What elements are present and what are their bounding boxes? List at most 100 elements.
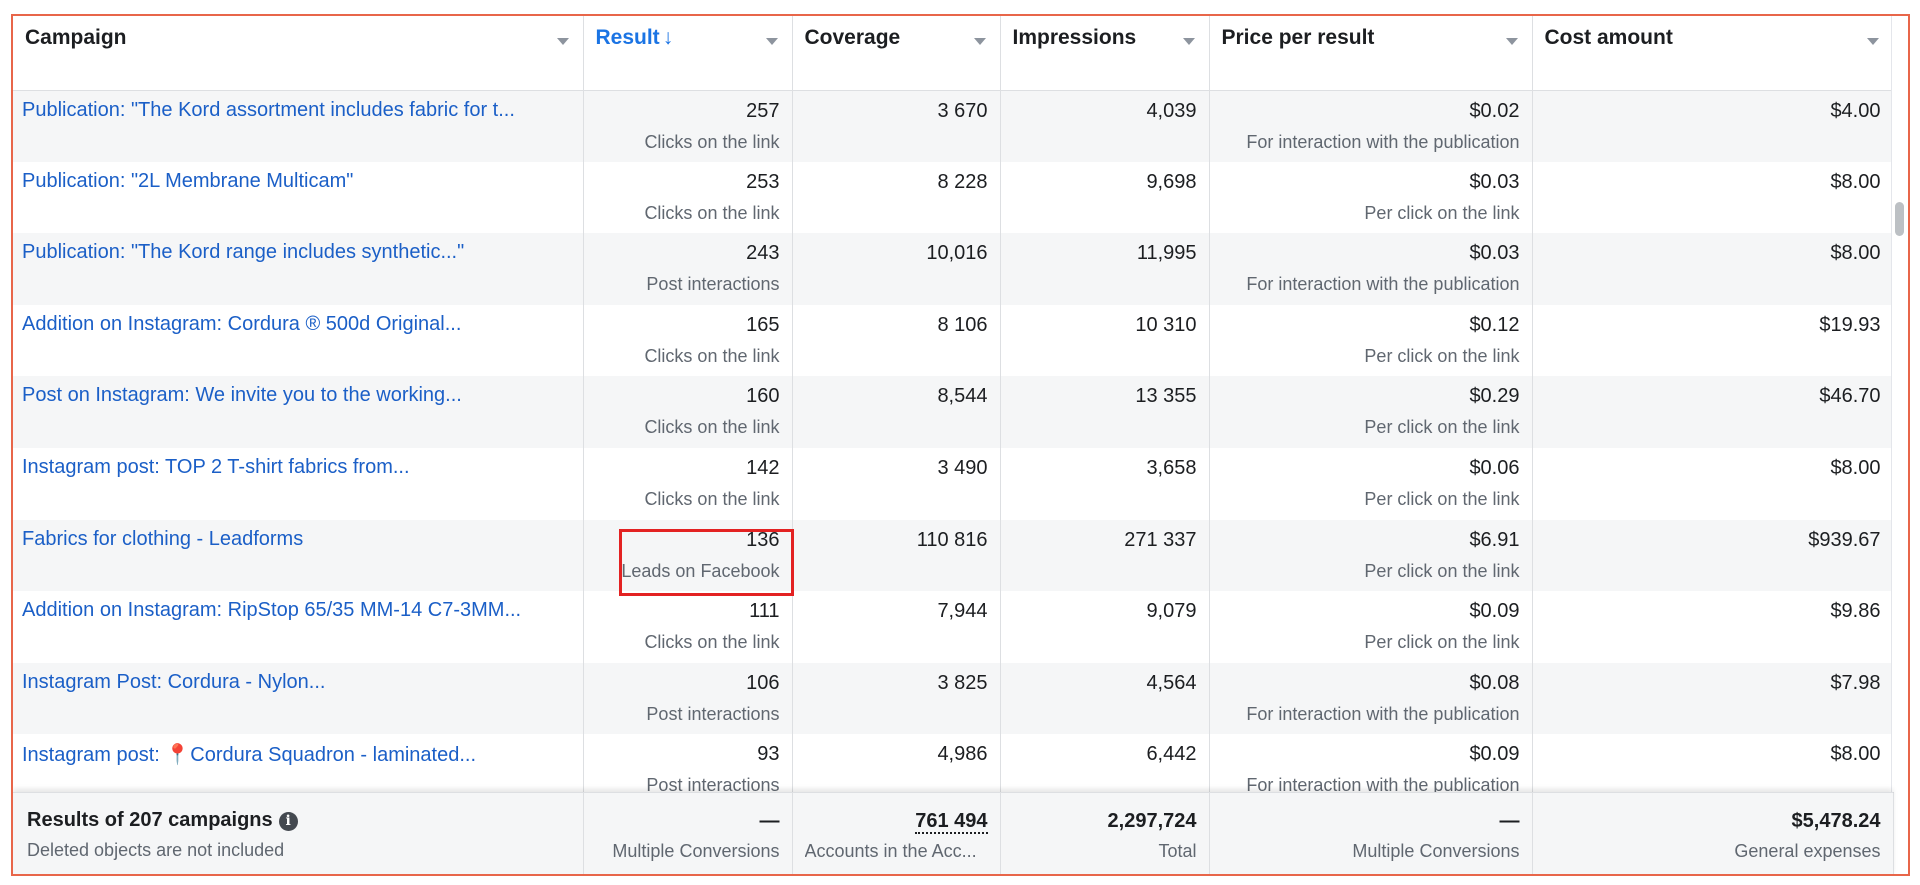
cost-value: $8.00 (1830, 743, 1881, 766)
result-cell: 136 Leads on Facebook (583, 519, 793, 592)
column-header-campaign[interactable]: Campaign (13, 16, 584, 90)
cost-cell: $8.00 (1532, 233, 1894, 305)
impressions-value: 3,658 (1146, 456, 1197, 479)
chevron-down-icon[interactable] (1505, 38, 1518, 45)
impressions-cell: 9,698 (1000, 161, 1210, 234)
summary-price-cell: — Multiple Conversions (1209, 793, 1533, 874)
impressions-value: 10 310 (1135, 313, 1197, 336)
column-header-coverage[interactable]: Coverage (792, 16, 1001, 90)
summary-price-sub: Multiple Conversions (1352, 841, 1520, 861)
impressions-value: 4,564 (1146, 671, 1197, 694)
price-cell: $0.02 For interaction with the publicatio… (1209, 90, 1533, 162)
table-row[interactable]: Addition on Instagram: RipStop 65/35 MM-… (13, 591, 1894, 663)
campaign-cell: Instagram Post: Cordura - Nylon... (13, 662, 584, 735)
price-type: For interaction with the publication (1246, 274, 1520, 295)
table-row[interactable]: Instagram post: TOP 2 T-shirt fabrics fr… (13, 447, 1894, 520)
campaign-link[interactable]: Publication: "2L Membrane Multicam" (22, 169, 354, 192)
campaign-link[interactable]: Post on Instagram: We invite you to the … (22, 384, 462, 407)
result-cell: 106 Post interactions (583, 662, 793, 735)
info-icon[interactable]: i (278, 812, 298, 831)
chevron-down-icon[interactable] (1866, 38, 1879, 45)
scrollbar-thumb[interactable] (1895, 202, 1904, 236)
table-row[interactable]: Publication: "2L Membrane Multicam" 253 Cl… (13, 161, 1894, 234)
table-row[interactable]: Post on Instagram: We invite you to the … (13, 376, 1894, 448)
cost-cell: $8.00 (1532, 161, 1894, 234)
cost-value: $9.86 (1830, 600, 1881, 623)
price-type: Per click on the link (1364, 560, 1520, 581)
price-value: $0.02 (1469, 99, 1520, 122)
column-header-label: Price per result (1221, 26, 1375, 49)
price-cell: $0.09 Per click on the link (1209, 591, 1533, 663)
result-cell: 243 Post interactions (583, 233, 793, 305)
table-row[interactable]: Instagram Post: Cordura - Nylon... 106 Pos… (13, 662, 1894, 735)
chevron-down-icon[interactable] (556, 38, 569, 45)
column-header-result[interactable]: Result ↓ (583, 16, 793, 90)
impressions-value: 6,442 (1146, 743, 1197, 766)
cost-cell: $4.00 (1532, 90, 1894, 162)
cost-value: $19.93 (1819, 313, 1881, 336)
price-type: For interaction with the publication (1246, 775, 1520, 796)
result-type: Clicks on the link (644, 632, 780, 653)
cost-cell: $7.98 (1532, 662, 1894, 735)
column-header-price-per-result[interactable]: Price per result (1209, 16, 1533, 90)
coverage-value: 8,544 (937, 385, 988, 408)
campaign-link[interactable]: Addition on Instagram: RipStop 65/35 MM-… (22, 599, 522, 622)
impressions-value: 4,039 (1146, 99, 1197, 122)
campaign-cell: Addition on Instagram: Cordura ® 500d Or… (13, 304, 584, 377)
impressions-cell: 13 355 (1000, 376, 1210, 448)
table-row[interactable]: Addition on Instagram: Cordura ® 500d Or… (13, 304, 1894, 377)
result-cell: 165 Clicks on the link (583, 304, 793, 377)
summary-result-value: — (759, 810, 780, 832)
coverage-value: 8 228 (937, 170, 988, 193)
campaign-cell: Fabrics for clothing - Leadforms (13, 519, 584, 592)
coverage-value: 7,944 (937, 600, 988, 623)
result-value: 142 (746, 456, 780, 479)
chevron-down-icon[interactable] (973, 38, 986, 45)
campaign-link[interactable]: Addition on Instagram: Cordura ® 500d Or… (22, 312, 462, 335)
coverage-cell: 8 106 (792, 304, 1001, 377)
campaign-cell: Instagram post: TOP 2 T-shirt fabrics fr… (13, 447, 584, 520)
campaign-link[interactable]: Instagram post: 📍Cordura Squadron - lami… (22, 744, 477, 767)
column-header-label: Campaign (25, 26, 127, 49)
campaign-link[interactable]: Instagram post: TOP 2 T-shirt fabrics fr… (22, 455, 410, 478)
impressions-cell: 11,995 (1000, 233, 1210, 305)
result-value: 111 (749, 600, 780, 623)
price-cell: $6.91 Per click on the link (1209, 519, 1533, 592)
summary-cost-value: $5,478.24 (1791, 810, 1881, 832)
coverage-cell: 3 490 (792, 447, 1001, 520)
campaign-link[interactable]: Fabrics for clothing - Leadforms (22, 527, 304, 550)
result-value: 93 (757, 743, 780, 766)
coverage-value: 4,986 (937, 743, 988, 766)
price-type: For interaction with the publication (1246, 131, 1520, 152)
result-value: 136 (746, 528, 780, 551)
chevron-down-icon[interactable] (1182, 38, 1195, 45)
result-type: Clicks on the link (644, 417, 780, 438)
price-value: $0.03 (1469, 170, 1520, 193)
table-row[interactable]: Publication: "The Kord assortment includ… (13, 90, 1894, 162)
vertical-scrollbar[interactable] (1891, 16, 1908, 792)
cost-cell: $8.00 (1532, 447, 1894, 520)
column-header-cost-amount[interactable]: Cost amount (1532, 16, 1894, 90)
column-header-impressions[interactable]: Impressions (1000, 16, 1210, 90)
summary-impressions-value: 2,297,724 (1107, 810, 1197, 832)
summary-coverage-cell: 761 494 Accounts in the Acc... (792, 793, 1001, 874)
result-type: Clicks on the link (644, 131, 780, 152)
campaign-link[interactable]: Instagram Post: Cordura - Nylon... (22, 670, 326, 693)
summary-coverage-value[interactable]: 761 494 (915, 810, 988, 834)
table-row[interactable]: Fabrics for clothing - Leadforms 136 Leads… (13, 519, 1894, 592)
coverage-cell: 7,944 (792, 591, 1001, 663)
campaign-link[interactable]: Publication: "The Kord assortment includ… (22, 98, 515, 121)
campaign-cell: Addition on Instagram: RipStop 65/35 MM-… (13, 591, 584, 663)
table-row[interactable]: Publication: "The Kord range includes sy… (13, 233, 1894, 305)
result-value: 243 (746, 242, 780, 265)
coverage-value: 10,016 (926, 242, 988, 265)
result-value: 106 (746, 671, 780, 694)
result-type: Post interactions (646, 703, 780, 724)
campaign-link[interactable]: Publication: "The Kord range includes sy… (22, 241, 465, 264)
result-cell: 111 Clicks on the link (583, 591, 793, 663)
column-header-label: Coverage (804, 26, 901, 49)
chevron-down-icon[interactable] (765, 38, 778, 45)
result-value: 160 (746, 385, 780, 408)
summary-impressions-sub: Total (1158, 841, 1197, 861)
coverage-cell: 8,544 (792, 376, 1001, 448)
